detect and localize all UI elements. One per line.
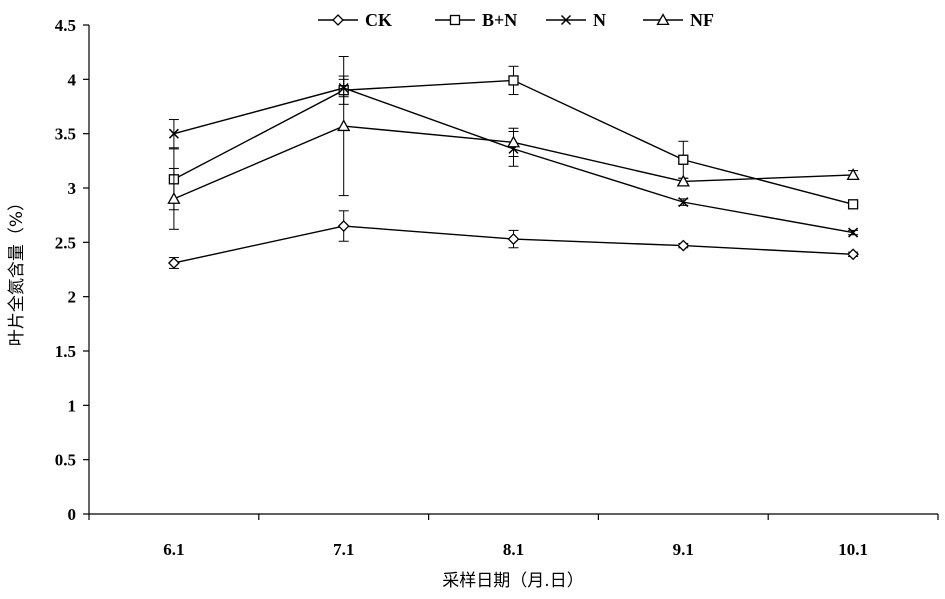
x-tick-label: 7.1 bbox=[333, 540, 354, 559]
legend-item: N bbox=[546, 10, 606, 30]
legend-label: CK bbox=[365, 10, 392, 30]
data-point bbox=[847, 199, 859, 210]
legend-marker bbox=[332, 14, 344, 26]
data-point bbox=[676, 174, 690, 187]
y-tick-label: 1.5 bbox=[55, 342, 76, 361]
x-axis-title: 采样日期（月.日） bbox=[442, 571, 583, 591]
data-point bbox=[848, 227, 859, 238]
y-tick-label: 3.5 bbox=[55, 125, 76, 144]
legend-item: NF bbox=[643, 10, 714, 30]
y-tick-label: 1 bbox=[68, 396, 77, 415]
data-point bbox=[678, 154, 689, 165]
x-tick-label: 8.1 bbox=[503, 540, 524, 559]
y-tick-label: 4 bbox=[68, 70, 77, 89]
data-point bbox=[337, 119, 351, 132]
series-ck bbox=[167, 210, 860, 269]
legend-item: B+N bbox=[435, 10, 517, 30]
data-point bbox=[678, 197, 689, 208]
x-tick-label: 9.1 bbox=[673, 540, 694, 559]
y-tick-label: 2 bbox=[68, 288, 77, 307]
x-tick-label: 6.1 bbox=[163, 540, 184, 559]
data-point bbox=[337, 220, 350, 232]
data-point bbox=[168, 128, 179, 139]
series-n bbox=[168, 78, 859, 238]
data-point bbox=[847, 248, 860, 261]
y-ticks: 0 0.5 1 1.5 2 2.5 3 3.5 4 4.5 bbox=[55, 16, 89, 524]
y-tick-label: 2.5 bbox=[55, 233, 76, 252]
data-point bbox=[167, 257, 180, 269]
legend-marker bbox=[656, 13, 670, 26]
data-point bbox=[677, 239, 690, 252]
y-tick-label: 0.5 bbox=[55, 451, 76, 470]
y-axis-title: 叶片全氮含量（%） bbox=[7, 194, 27, 346]
data-point bbox=[846, 168, 860, 181]
series-nf bbox=[167, 56, 860, 230]
y-tick-label: 0 bbox=[68, 505, 77, 524]
y-tick-label: 3 bbox=[68, 179, 77, 198]
data-point bbox=[506, 135, 521, 148]
y-tick-label: 4.5 bbox=[55, 16, 76, 35]
data-point bbox=[507, 233, 520, 245]
legend-item: CK bbox=[318, 10, 392, 30]
legend-label: NF bbox=[690, 10, 714, 30]
data-point bbox=[167, 192, 181, 204]
x-tick-label: 10.1 bbox=[838, 540, 868, 559]
x-ticks: 6.1 7.1 8.1 9.1 10.1 bbox=[88, 514, 939, 559]
legend-label: B+N bbox=[482, 10, 517, 30]
legend: CK B+N N NF bbox=[318, 10, 714, 30]
data-point bbox=[508, 75, 519, 86]
legend-label: N bbox=[593, 10, 606, 30]
series-layer bbox=[167, 56, 860, 269]
axes bbox=[88, 25, 938, 515]
legend-marker bbox=[560, 14, 572, 26]
legend-marker bbox=[449, 14, 461, 26]
